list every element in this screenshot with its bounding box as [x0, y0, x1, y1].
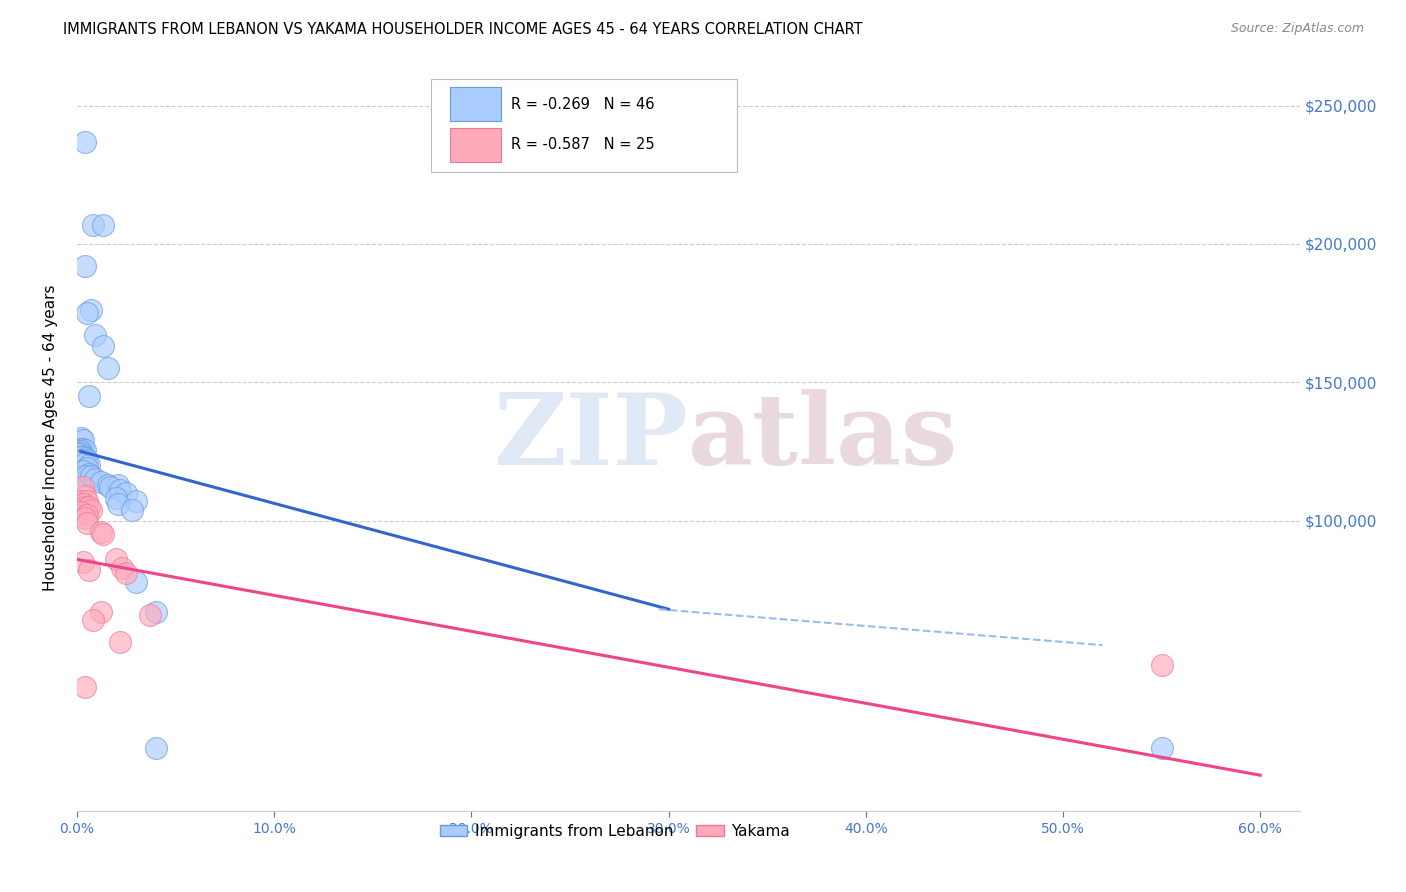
- Y-axis label: Householder Income Ages 45 - 64 years: Householder Income Ages 45 - 64 years: [44, 285, 58, 591]
- Point: [77, 500, 100, 514]
- Point: [100, 480, 122, 494]
- Point: [105, 491, 128, 506]
- Point: [72, 555, 94, 569]
- Point: [105, 552, 128, 566]
- Point: [73, 451, 96, 466]
- Point: [73, 443, 96, 458]
- Point: [76, 516, 98, 531]
- Point: [121, 502, 143, 516]
- Text: Source: ZipAtlas.com: Source: ZipAtlas.com: [1230, 22, 1364, 36]
- Point: [139, 607, 162, 622]
- Point: [77, 467, 100, 481]
- Point: [77, 389, 100, 403]
- Point: [90, 475, 112, 489]
- Point: [73, 680, 96, 694]
- Point: [69, 446, 91, 460]
- Point: [73, 489, 96, 503]
- Point: [69, 505, 91, 519]
- Point: [79, 502, 101, 516]
- Point: [72, 480, 94, 494]
- Text: R = -0.269   N = 46: R = -0.269 N = 46: [510, 96, 654, 112]
- Point: [72, 497, 94, 511]
- Point: [73, 135, 96, 149]
- Point: [82, 613, 104, 627]
- Point: [76, 452, 98, 467]
- Point: [107, 477, 129, 491]
- Point: [91, 218, 114, 232]
- Point: [73, 500, 96, 514]
- Point: [72, 442, 94, 456]
- Point: [69, 431, 91, 445]
- Point: [73, 259, 96, 273]
- Point: [76, 494, 98, 508]
- Point: [97, 361, 120, 376]
- FancyBboxPatch shape: [432, 79, 737, 172]
- Text: ZIP: ZIP: [494, 389, 689, 486]
- Point: [90, 605, 112, 619]
- Point: [72, 434, 94, 448]
- Point: [145, 740, 167, 755]
- Point: [72, 452, 94, 467]
- Point: [76, 508, 98, 522]
- Point: [69, 444, 91, 458]
- Point: [77, 564, 100, 578]
- Point: [72, 449, 94, 463]
- Point: [97, 477, 120, 491]
- Point: [69, 454, 91, 468]
- Text: R = -0.587   N = 25: R = -0.587 N = 25: [510, 137, 655, 153]
- Point: [82, 218, 104, 232]
- Point: [73, 469, 96, 483]
- Legend: Immigrants from Lebanon, Yakama: Immigrants from Lebanon, Yakama: [433, 817, 796, 845]
- Point: [67, 442, 90, 456]
- Point: [125, 494, 148, 508]
- Point: [91, 339, 114, 353]
- Point: [69, 450, 91, 464]
- Point: [1150, 740, 1173, 755]
- Point: [79, 469, 101, 483]
- Point: [91, 527, 114, 541]
- Point: [125, 574, 148, 589]
- Point: [79, 303, 101, 318]
- Point: [1150, 657, 1173, 672]
- FancyBboxPatch shape: [450, 128, 501, 162]
- Point: [77, 458, 100, 473]
- Point: [115, 566, 138, 581]
- FancyBboxPatch shape: [450, 87, 501, 121]
- Point: [145, 605, 167, 619]
- Point: [72, 464, 94, 478]
- Point: [76, 306, 98, 320]
- Point: [83, 328, 105, 343]
- Point: [111, 560, 134, 574]
- Point: [76, 461, 98, 475]
- Point: [73, 511, 96, 525]
- Text: atlas: atlas: [689, 389, 959, 486]
- Point: [115, 486, 138, 500]
- Point: [73, 456, 96, 470]
- Point: [107, 497, 129, 511]
- Point: [110, 635, 132, 649]
- Point: [67, 447, 90, 461]
- Point: [110, 483, 132, 498]
- Point: [83, 472, 105, 486]
- Text: IMMIGRANTS FROM LEBANON VS YAKAMA HOUSEHOLDER INCOME AGES 45 - 64 YEARS CORRELAT: IMMIGRANTS FROM LEBANON VS YAKAMA HOUSEH…: [63, 22, 863, 37]
- Point: [69, 494, 91, 508]
- Point: [90, 524, 112, 539]
